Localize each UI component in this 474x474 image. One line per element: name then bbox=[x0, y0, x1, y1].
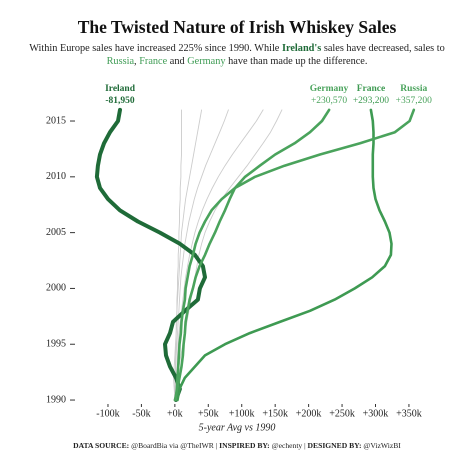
y-tick-label: 1990 bbox=[46, 394, 66, 405]
x-tick-label: +350k bbox=[396, 408, 422, 419]
series-label: Russia bbox=[400, 84, 427, 94]
subtitle-part: France bbox=[139, 56, 168, 67]
value-label: +230,570 bbox=[311, 96, 347, 106]
subtitle: Within Europe sales have increased 225% … bbox=[0, 42, 474, 55]
subtitle-part: Russia bbox=[106, 56, 135, 67]
subtitle-part: have than made up the difference. bbox=[225, 56, 368, 67]
y-tick-label: 1995 bbox=[46, 339, 66, 350]
x-axis-label: 5-year Avg vs 1990 bbox=[199, 422, 276, 433]
other-line bbox=[174, 109, 264, 401]
other-line bbox=[174, 109, 203, 401]
x-tick-label: +50k bbox=[198, 408, 219, 419]
subtitle-part: Within Europe sales have increased 225% … bbox=[29, 43, 282, 54]
x-tick-label: +200k bbox=[296, 408, 322, 419]
series-label: Ireland bbox=[105, 84, 136, 94]
other-line bbox=[173, 109, 182, 401]
x-tick-label: -50k bbox=[132, 408, 150, 419]
footer-part: @echenty | bbox=[270, 441, 308, 450]
subtitle-part: Ireland's bbox=[281, 43, 322, 54]
x-tick-label: +300k bbox=[363, 408, 389, 419]
y-tick-label: 2010 bbox=[46, 171, 66, 182]
series-line bbox=[173, 108, 331, 402]
subtitle-part: sales have decreased, sales to bbox=[321, 43, 445, 54]
x-tick-label: +0k bbox=[167, 408, 183, 419]
value-label: +293,200 bbox=[353, 96, 389, 106]
x-tick-label: +100k bbox=[229, 408, 255, 419]
chart-title: The Twisted Nature of Irish Whiskey Sale… bbox=[78, 17, 397, 37]
footer-part: DESIGNED BY: bbox=[308, 441, 362, 450]
subtitle-part: Germany bbox=[187, 56, 226, 67]
x-tick-label: -100k bbox=[96, 408, 119, 419]
x-tick-label: +250k bbox=[329, 408, 355, 419]
series-line bbox=[174, 108, 416, 402]
series-label: Germany bbox=[310, 84, 349, 94]
x-tick-label: +150k bbox=[262, 408, 288, 419]
other-line bbox=[174, 109, 283, 401]
series-line bbox=[94, 107, 207, 402]
series-line bbox=[176, 108, 393, 402]
y-tick-label: 2005 bbox=[46, 227, 66, 238]
subtitle-part: and bbox=[167, 56, 188, 67]
other-line bbox=[174, 109, 229, 401]
value-label: -81,950 bbox=[105, 96, 135, 106]
y-tick-label: 2015 bbox=[46, 115, 66, 126]
y-tick-label: 2000 bbox=[46, 283, 66, 294]
footer-part: @VizWizBI bbox=[362, 441, 402, 450]
footer-part: DATA SOURCE: bbox=[73, 441, 129, 450]
subtitle: Russia, France and Germany have than mad… bbox=[0, 55, 474, 68]
footer: DATA SOURCE: @BoardBia via @TheIWR | INS… bbox=[73, 441, 401, 450]
subtitle-part: , bbox=[134, 56, 140, 67]
footer-part: INSPIRED BY: bbox=[219, 441, 270, 450]
footer-part: @BoardBia via @TheIWR | bbox=[129, 441, 219, 450]
value-label: +357,200 bbox=[396, 96, 432, 106]
series-label: France bbox=[357, 84, 386, 94]
